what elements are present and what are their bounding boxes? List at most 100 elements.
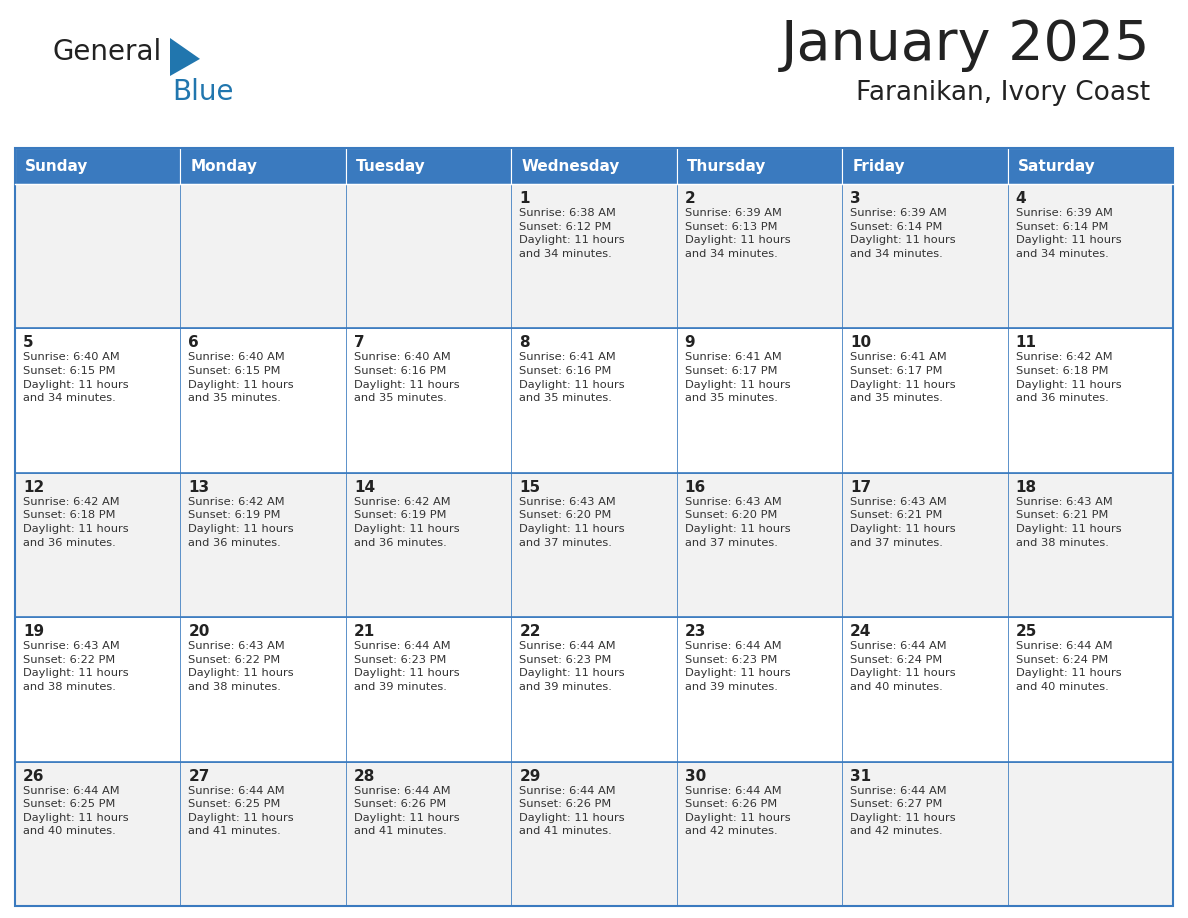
Text: Monday: Monday (190, 160, 258, 174)
Text: 5: 5 (23, 335, 33, 351)
Bar (677, 329, 842, 473)
Text: 23: 23 (684, 624, 706, 639)
Bar (677, 184, 842, 329)
Bar (1007, 762, 1173, 906)
Text: 21: 21 (354, 624, 375, 639)
Bar (511, 148, 677, 184)
Text: 24: 24 (851, 624, 872, 639)
Bar (15, 184, 181, 329)
Text: Sunrise: 6:41 AM
Sunset: 6:16 PM
Daylight: 11 hours
and 35 minutes.: Sunrise: 6:41 AM Sunset: 6:16 PM Dayligh… (519, 353, 625, 403)
Text: Tuesday: Tuesday (356, 160, 425, 174)
Bar (842, 148, 1007, 184)
Bar (1007, 617, 1173, 762)
Bar (15, 329, 181, 473)
Text: 11: 11 (1016, 335, 1037, 351)
Text: Sunrise: 6:43 AM
Sunset: 6:21 PM
Daylight: 11 hours
and 37 minutes.: Sunrise: 6:43 AM Sunset: 6:21 PM Dayligh… (851, 497, 956, 548)
Text: Wednesday: Wednesday (522, 160, 620, 174)
Text: 18: 18 (1016, 480, 1037, 495)
Bar (181, 329, 346, 473)
Bar (1007, 148, 1173, 184)
Text: Sunrise: 6:43 AM
Sunset: 6:20 PM
Daylight: 11 hours
and 37 minutes.: Sunrise: 6:43 AM Sunset: 6:20 PM Dayligh… (519, 497, 625, 548)
Text: Friday: Friday (852, 160, 905, 174)
Text: Sunrise: 6:43 AM
Sunset: 6:21 PM
Daylight: 11 hours
and 38 minutes.: Sunrise: 6:43 AM Sunset: 6:21 PM Dayligh… (1016, 497, 1121, 548)
Text: Sunrise: 6:44 AM
Sunset: 6:24 PM
Daylight: 11 hours
and 40 minutes.: Sunrise: 6:44 AM Sunset: 6:24 PM Dayligh… (1016, 641, 1121, 692)
Text: 16: 16 (684, 480, 706, 495)
Text: Thursday: Thursday (687, 160, 766, 174)
Text: 7: 7 (354, 335, 365, 351)
Text: Sunrise: 6:41 AM
Sunset: 6:17 PM
Daylight: 11 hours
and 35 minutes.: Sunrise: 6:41 AM Sunset: 6:17 PM Dayligh… (684, 353, 790, 403)
Text: 9: 9 (684, 335, 695, 351)
Bar (181, 473, 346, 617)
Text: Sunrise: 6:40 AM
Sunset: 6:15 PM
Daylight: 11 hours
and 35 minutes.: Sunrise: 6:40 AM Sunset: 6:15 PM Dayligh… (189, 353, 295, 403)
Bar (346, 473, 511, 617)
Text: Sunrise: 6:39 AM
Sunset: 6:14 PM
Daylight: 11 hours
and 34 minutes.: Sunrise: 6:39 AM Sunset: 6:14 PM Dayligh… (1016, 208, 1121, 259)
Text: 10: 10 (851, 335, 871, 351)
Text: 2: 2 (684, 191, 695, 206)
Text: Saturday: Saturday (1018, 160, 1095, 174)
Text: 4: 4 (1016, 191, 1026, 206)
Text: Sunrise: 6:44 AM
Sunset: 6:23 PM
Daylight: 11 hours
and 39 minutes.: Sunrise: 6:44 AM Sunset: 6:23 PM Dayligh… (354, 641, 460, 692)
Text: Sunrise: 6:41 AM
Sunset: 6:17 PM
Daylight: 11 hours
and 35 minutes.: Sunrise: 6:41 AM Sunset: 6:17 PM Dayligh… (851, 353, 956, 403)
Text: 13: 13 (189, 480, 209, 495)
Text: Sunrise: 6:39 AM
Sunset: 6:13 PM
Daylight: 11 hours
and 34 minutes.: Sunrise: 6:39 AM Sunset: 6:13 PM Dayligh… (684, 208, 790, 259)
Text: 26: 26 (23, 768, 44, 784)
Text: 6: 6 (189, 335, 200, 351)
Polygon shape (170, 38, 200, 76)
Text: Sunrise: 6:44 AM
Sunset: 6:24 PM
Daylight: 11 hours
and 40 minutes.: Sunrise: 6:44 AM Sunset: 6:24 PM Dayligh… (851, 641, 956, 692)
Text: 1: 1 (519, 191, 530, 206)
Text: 3: 3 (851, 191, 861, 206)
Text: Sunrise: 6:42 AM
Sunset: 6:19 PM
Daylight: 11 hours
and 36 minutes.: Sunrise: 6:42 AM Sunset: 6:19 PM Dayligh… (354, 497, 460, 548)
Text: Sunrise: 6:43 AM
Sunset: 6:22 PM
Daylight: 11 hours
and 38 minutes.: Sunrise: 6:43 AM Sunset: 6:22 PM Dayligh… (23, 641, 128, 692)
Text: Sunrise: 6:44 AM
Sunset: 6:25 PM
Daylight: 11 hours
and 41 minutes.: Sunrise: 6:44 AM Sunset: 6:25 PM Dayligh… (189, 786, 295, 836)
Bar (15, 617, 181, 762)
Bar (511, 617, 677, 762)
Bar (181, 184, 346, 329)
Bar (181, 148, 346, 184)
Bar (1007, 329, 1173, 473)
Text: Sunrise: 6:44 AM
Sunset: 6:23 PM
Daylight: 11 hours
and 39 minutes.: Sunrise: 6:44 AM Sunset: 6:23 PM Dayligh… (519, 641, 625, 692)
Text: Sunrise: 6:38 AM
Sunset: 6:12 PM
Daylight: 11 hours
and 34 minutes.: Sunrise: 6:38 AM Sunset: 6:12 PM Dayligh… (519, 208, 625, 259)
Bar (511, 473, 677, 617)
Bar (842, 329, 1007, 473)
Bar (346, 184, 511, 329)
Text: 25: 25 (1016, 624, 1037, 639)
Bar (511, 329, 677, 473)
Text: Sunrise: 6:40 AM
Sunset: 6:16 PM
Daylight: 11 hours
and 35 minutes.: Sunrise: 6:40 AM Sunset: 6:16 PM Dayligh… (354, 353, 460, 403)
Bar (346, 148, 511, 184)
Bar (511, 184, 677, 329)
Bar (677, 148, 842, 184)
Text: Sunrise: 6:39 AM
Sunset: 6:14 PM
Daylight: 11 hours
and 34 minutes.: Sunrise: 6:39 AM Sunset: 6:14 PM Dayligh… (851, 208, 956, 259)
Bar (15, 148, 1173, 906)
Bar (677, 762, 842, 906)
Text: Blue: Blue (172, 78, 234, 106)
Bar (181, 617, 346, 762)
Text: 30: 30 (684, 768, 706, 784)
Text: Sunday: Sunday (25, 160, 88, 174)
Text: 12: 12 (23, 480, 44, 495)
Text: Sunrise: 6:44 AM
Sunset: 6:23 PM
Daylight: 11 hours
and 39 minutes.: Sunrise: 6:44 AM Sunset: 6:23 PM Dayligh… (684, 641, 790, 692)
Bar (181, 762, 346, 906)
Text: 27: 27 (189, 768, 210, 784)
Text: Sunrise: 6:40 AM
Sunset: 6:15 PM
Daylight: 11 hours
and 34 minutes.: Sunrise: 6:40 AM Sunset: 6:15 PM Dayligh… (23, 353, 128, 403)
Bar (677, 617, 842, 762)
Bar (1007, 473, 1173, 617)
Text: Sunrise: 6:42 AM
Sunset: 6:18 PM
Daylight: 11 hours
and 36 minutes.: Sunrise: 6:42 AM Sunset: 6:18 PM Dayligh… (23, 497, 128, 548)
Bar (842, 762, 1007, 906)
Bar (15, 762, 181, 906)
Bar (842, 617, 1007, 762)
Text: Sunrise: 6:44 AM
Sunset: 6:25 PM
Daylight: 11 hours
and 40 minutes.: Sunrise: 6:44 AM Sunset: 6:25 PM Dayligh… (23, 786, 128, 836)
Text: Sunrise: 6:44 AM
Sunset: 6:26 PM
Daylight: 11 hours
and 41 minutes.: Sunrise: 6:44 AM Sunset: 6:26 PM Dayligh… (354, 786, 460, 836)
Bar (346, 762, 511, 906)
Bar (511, 762, 677, 906)
Text: 31: 31 (851, 768, 871, 784)
Bar (15, 473, 181, 617)
Bar (842, 184, 1007, 329)
Text: January 2025: January 2025 (781, 18, 1150, 72)
Text: Sunrise: 6:43 AM
Sunset: 6:20 PM
Daylight: 11 hours
and 37 minutes.: Sunrise: 6:43 AM Sunset: 6:20 PM Dayligh… (684, 497, 790, 548)
Bar (1007, 184, 1173, 329)
Text: Sunrise: 6:42 AM
Sunset: 6:18 PM
Daylight: 11 hours
and 36 minutes.: Sunrise: 6:42 AM Sunset: 6:18 PM Dayligh… (1016, 353, 1121, 403)
Text: 14: 14 (354, 480, 375, 495)
Text: Faranikan, Ivory Coast: Faranikan, Ivory Coast (855, 80, 1150, 106)
Text: 29: 29 (519, 768, 541, 784)
Bar (677, 473, 842, 617)
